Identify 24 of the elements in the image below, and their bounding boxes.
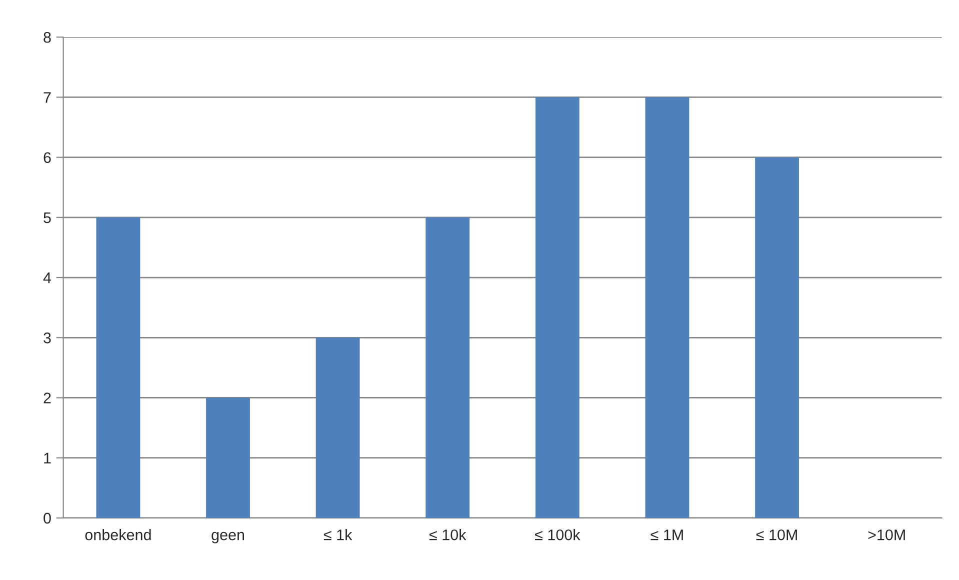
y-tick-label: 1	[44, 452, 51, 464]
bar	[755, 157, 799, 518]
x-tick-label: ≤ 10k	[429, 529, 466, 540]
y-tick-label: 3	[44, 332, 51, 344]
x-tick-label: onbekend	[85, 529, 151, 540]
x-tick-label: geen	[212, 532, 244, 544]
bar	[426, 217, 470, 518]
x-tick-label: ≤ 1k	[324, 529, 352, 540]
x-tick-label: ≤ 100k	[535, 529, 580, 540]
x-tick-label: ≤ 10M	[756, 529, 797, 540]
bar	[96, 217, 140, 518]
y-tick-label: 7	[44, 92, 51, 103]
y-tick-label: 6	[44, 152, 51, 164]
y-tick-label: 8	[44, 32, 51, 43]
x-tick-label: >10M	[868, 529, 905, 540]
y-tick-label: 4	[43, 272, 52, 284]
bar	[206, 398, 250, 518]
bar	[316, 338, 360, 518]
bar	[645, 97, 690, 518]
x-tick-label: ≤ 1M	[650, 530, 683, 540]
y-tick-label: 0	[44, 512, 51, 524]
y-tick-label: 5	[44, 212, 51, 224]
y-tick-label: 2	[44, 392, 51, 404]
bar	[535, 97, 580, 518]
